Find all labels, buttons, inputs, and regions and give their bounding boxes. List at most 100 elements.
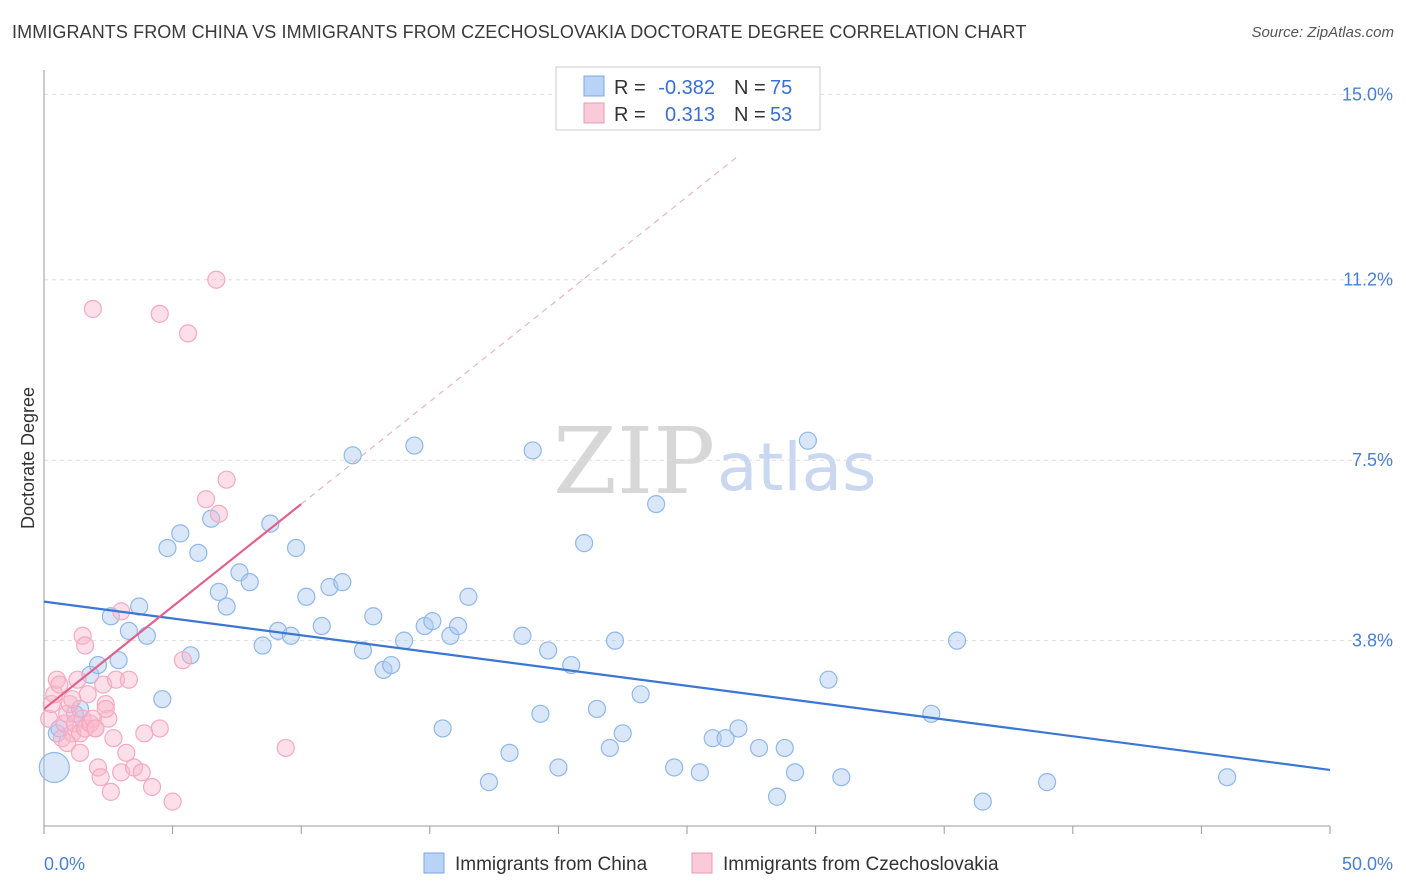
china-point-35 [382, 655, 401, 675]
china-point-61 [703, 729, 722, 748]
china-point-11 [137, 626, 156, 645]
czech-point-5 [52, 729, 72, 748]
china-point-62 [716, 729, 735, 748]
czech-point-41 [217, 470, 236, 489]
czech-point-4 [50, 675, 69, 694]
china-point-46 [513, 626, 532, 645]
czech-point-49 [58, 733, 77, 753]
czech-point-40 [209, 504, 228, 523]
china-point-53 [587, 699, 607, 719]
china-point-27 [297, 587, 316, 606]
china-point-64 [749, 738, 769, 758]
legend-n-value-czech: 53 [770, 104, 792, 126]
czech-point-52 [135, 724, 154, 743]
x-tick-label-min: 0.0% [44, 854, 85, 874]
legend-r-label-china: R = [614, 77, 646, 99]
china-point-56 [613, 724, 632, 743]
china-point-37 [405, 436, 424, 455]
china-point-22 [253, 636, 272, 655]
czech-point-27 [117, 743, 136, 762]
czech-point-35 [86, 719, 105, 738]
china-point-54 [600, 738, 619, 758]
y-tick-label-0: 3.8% [1352, 631, 1393, 651]
y-tick-labels: 3.8% 7.5% 11.2% 15.0% [1342, 84, 1393, 650]
czech-point-34 [119, 670, 138, 689]
china-point-21 [240, 573, 259, 592]
trend-line-china [43, 600, 1331, 772]
china-point-9 [119, 621, 138, 641]
china-point-26 [286, 538, 306, 558]
x-tick-label-max: 50.0% [1342, 854, 1393, 874]
czech-point-43 [150, 304, 169, 323]
czech-point-36 [101, 782, 120, 801]
series-china-points [38, 431, 1237, 811]
china-point-66 [775, 738, 794, 758]
czech-point-20 [91, 768, 110, 787]
czech-point-29 [132, 763, 151, 782]
china-point-68 [798, 431, 817, 450]
y-tick-label-1: 7.5% [1352, 450, 1393, 470]
czech-point-48 [63, 690, 82, 709]
china-point-12 [153, 690, 172, 709]
czech-point-16 [81, 714, 100, 733]
china-point-73 [973, 792, 992, 811]
czech-point-46 [276, 738, 295, 758]
gridlines [44, 93, 1393, 642]
bottom-legend-label-china: Immigrants from China [455, 854, 648, 875]
czech-point-30 [142, 777, 162, 797]
china-point-16 [189, 543, 208, 562]
china-point-23 [261, 514, 280, 533]
bottom-legend-label-czech: Immigrants from Czechoslovakia [723, 854, 999, 875]
trend-lines [43, 155, 1331, 772]
czech-point-44 [178, 324, 198, 343]
watermark-zip: ZIP [553, 408, 715, 515]
czech-point-42 [83, 299, 102, 319]
legend-n-label-china: N = [734, 77, 766, 99]
china-point-57 [631, 685, 650, 704]
china-point-67 [785, 763, 805, 782]
legend-swatch-czech [583, 102, 605, 124]
czech-point-25 [106, 670, 126, 689]
china-point-74 [1037, 773, 1057, 792]
czech-point-38 [163, 792, 182, 811]
czech-point-39 [196, 490, 216, 509]
china-point-49 [539, 641, 558, 660]
china-point-19 [217, 597, 236, 616]
czech-point-51 [96, 699, 115, 719]
czech-point-3 [47, 670, 66, 689]
czech-point-45 [207, 270, 226, 289]
czech-point-11 [68, 670, 87, 689]
bottom-legend-swatch-china [423, 852, 445, 874]
china-point-43 [459, 587, 478, 606]
y-tick-label-2: 11.2% [1343, 270, 1393, 290]
series-legend: Immigrants from China Immigrants from Cz… [423, 852, 999, 875]
china-point-60 [690, 763, 709, 782]
china-point-8 [109, 651, 128, 670]
china-point-69 [819, 670, 838, 689]
china-point-13 [158, 538, 177, 558]
china-point-44 [479, 773, 499, 792]
china-point-72 [947, 631, 967, 650]
czech-point-47 [173, 651, 192, 670]
czech-point-32 [76, 636, 95, 655]
china-point-55 [605, 631, 625, 650]
china-point-33 [364, 607, 383, 626]
legend-swatch-china [583, 75, 605, 97]
correlation-legend: R = -0.382 N = 75 R = 0.313 N = 53 [555, 66, 821, 131]
legend-r-value-china: -0.382 [658, 77, 715, 99]
china-point-45 [500, 743, 519, 762]
china-point-70 [832, 768, 851, 787]
china-point-0 [38, 751, 70, 784]
trend-line-czech-extension [300, 155, 739, 505]
china-point-59 [665, 758, 684, 777]
china-point-42 [448, 616, 468, 636]
legend-r-value-czech: 0.313 [665, 104, 715, 126]
china-point-71 [922, 704, 941, 723]
china-point-31 [343, 446, 362, 465]
czech-point-8 [60, 694, 79, 714]
czech-point-37 [150, 719, 169, 738]
x-ticks [43, 826, 1331, 834]
china-point-52 [575, 534, 594, 553]
china-point-65 [767, 787, 787, 806]
